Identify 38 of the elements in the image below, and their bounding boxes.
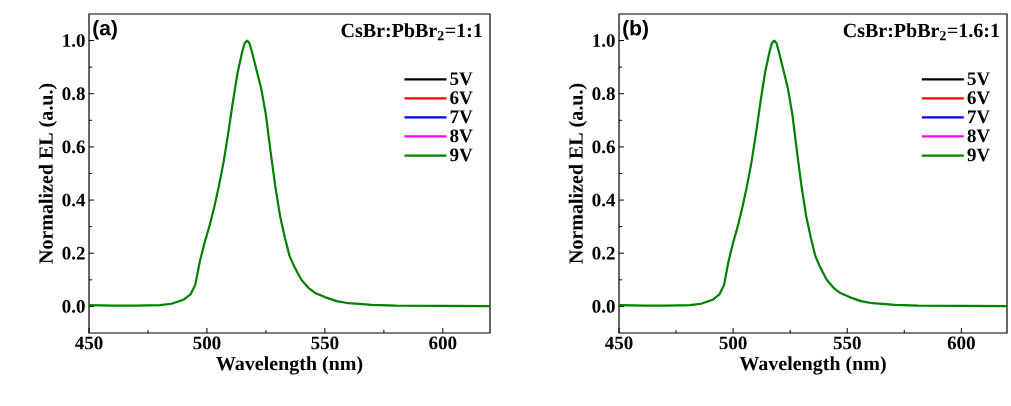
annotation: (b) bbox=[623, 19, 648, 40]
legend-label: 9V bbox=[450, 148, 473, 162]
legend-label: 7V bbox=[968, 110, 990, 124]
y-tick-label: 0.6 bbox=[62, 140, 85, 154]
legend-label: 6V bbox=[450, 91, 473, 105]
legend-label: 5V bbox=[967, 72, 990, 86]
y-tick-label: 0.0 bbox=[62, 299, 85, 313]
annotation: CsBr:PbBr$_{2}$=1:1 bbox=[341, 23, 482, 41]
y-tick-label: 0.4 bbox=[592, 193, 616, 207]
legend-label: 8V bbox=[967, 129, 990, 143]
legend-label: 8V bbox=[450, 129, 473, 143]
x-axis-title: Wavelength (nm) bbox=[216, 356, 363, 375]
annotation: CsBr:PbBr$_{2}$=1.6:1 bbox=[843, 23, 999, 41]
y-tick-label: 0.2 bbox=[62, 246, 85, 260]
y-tick-label: 1.0 bbox=[63, 34, 85, 48]
y-axis-title: Normalized EL (a.u.) bbox=[38, 83, 57, 264]
annotation: (a) bbox=[93, 19, 117, 40]
x-tick-label: 550 bbox=[311, 336, 339, 350]
y-tick-label: 1.0 bbox=[593, 34, 615, 48]
x-tick-label: 450 bbox=[75, 336, 103, 350]
x-tick-label: 600 bbox=[947, 336, 975, 350]
y-tick-label: 0.6 bbox=[592, 140, 615, 154]
legend-label: 6V bbox=[967, 91, 990, 105]
y-tick-label: 0.0 bbox=[592, 299, 615, 313]
y-tick-label: 0.4 bbox=[62, 193, 86, 207]
x-axis-title: Wavelength (nm) bbox=[739, 356, 886, 375]
y-axis-title: Normalized EL (a.u.) bbox=[568, 83, 587, 264]
legend-label: 7V bbox=[450, 110, 473, 124]
y-tick-label: 0.2 bbox=[592, 246, 615, 260]
y-tick-label: 0.8 bbox=[62, 87, 85, 101]
x-tick-label: 500 bbox=[719, 336, 747, 350]
x-tick-label: 600 bbox=[429, 336, 457, 350]
x-tick-label: 450 bbox=[605, 336, 633, 350]
x-tick-label: 550 bbox=[833, 336, 861, 350]
legend-label: 9V bbox=[967, 148, 990, 162]
legend-label: 5V bbox=[450, 72, 473, 86]
y-tick-label: 0.8 bbox=[592, 87, 615, 101]
x-tick-label: 500 bbox=[193, 336, 221, 350]
